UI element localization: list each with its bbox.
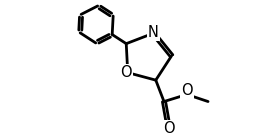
Text: N: N — [148, 25, 159, 40]
Text: O: O — [120, 65, 132, 80]
Text: O: O — [181, 83, 193, 98]
Text: O: O — [163, 121, 175, 136]
